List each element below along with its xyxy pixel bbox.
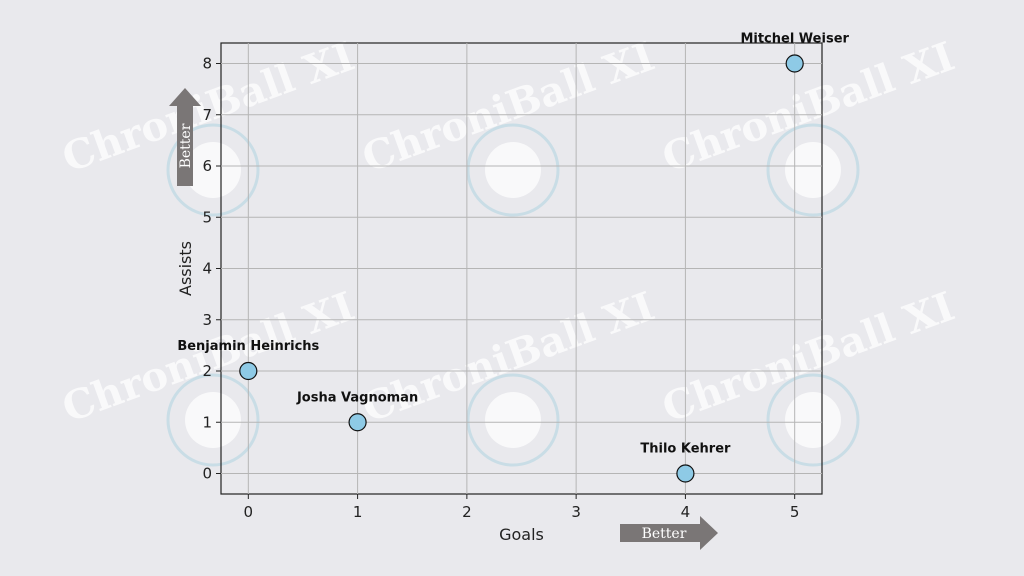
watermark-logo: ChroniBall XI (656, 283, 961, 467)
y-tick-label: 1 (202, 413, 212, 431)
x-tick-label: 2 (462, 503, 472, 521)
grid-lines (221, 43, 822, 494)
scatter-point (785, 54, 804, 73)
point-label: Mitchel Weiser (740, 32, 849, 47)
y-tick-label: 0 (202, 465, 212, 483)
watermark-logo: ChroniBall XI (356, 33, 661, 217)
y-tick-label: 7 (202, 106, 212, 124)
watermark-logo: ChroniBall XI (656, 33, 961, 217)
data-points: Benjamin Heinrichs Josha Vagnoman Thilo Ke… (177, 32, 850, 483)
watermark-logo: ChroniBall XI (356, 283, 661, 467)
point-label: Josha Vagnoman (296, 390, 418, 405)
y-arrow-label: Better (178, 123, 194, 168)
scatter-point (348, 413, 367, 432)
x-better-arrow: Better (620, 516, 718, 550)
point-label: Benjamin Heinrichs (177, 339, 319, 354)
x-tick-label: 0 (244, 503, 254, 521)
x-tick-label: 5 (790, 503, 800, 521)
y-tick-label: 2 (202, 362, 212, 380)
y-tick-label: 4 (202, 260, 212, 278)
y-tick-label: 3 (202, 311, 212, 329)
x-arrow-label: Better (642, 526, 687, 542)
x-tick-label: 1 (353, 503, 363, 521)
y-better-arrow: Better (169, 88, 201, 186)
y-tick-label: 8 (202, 55, 212, 73)
y-axis-label: Assists (176, 241, 195, 296)
x-tick-label: 4 (681, 503, 691, 521)
point-label: Thilo Kehrer (640, 442, 731, 457)
y-tick-label: 5 (202, 208, 212, 226)
axis-ticks: 0 1 2 3 4 5 0 1 2 3 4 5 6 7 8 (202, 55, 799, 522)
x-tick-label: 3 (571, 503, 581, 521)
scatter-point (239, 361, 258, 381)
y-tick-label: 6 (202, 157, 212, 175)
x-axis-label: Goals (499, 525, 544, 544)
scatter-point (676, 464, 695, 483)
